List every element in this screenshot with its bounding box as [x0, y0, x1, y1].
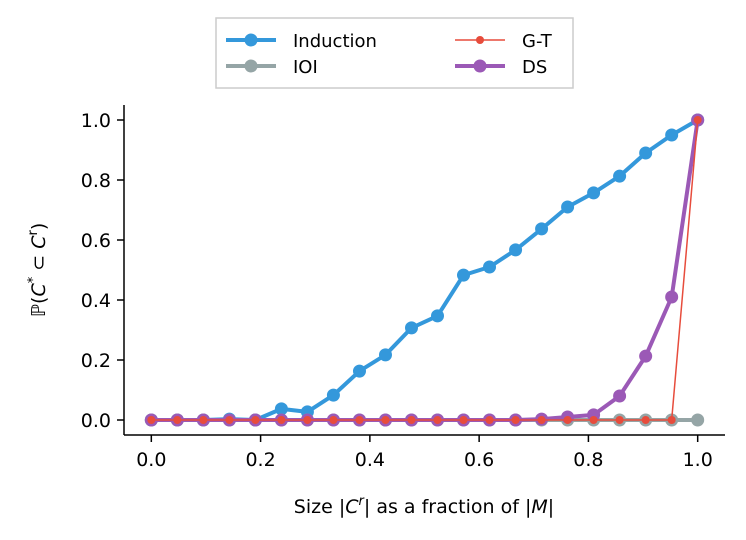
data-point-gt	[225, 416, 234, 424]
data-point-gt	[329, 416, 338, 424]
data-point-gt	[667, 416, 676, 424]
legend-label-ds: DS	[522, 57, 547, 78]
y-axis-label: ℙ(C* ⊂ Cr)	[26, 223, 50, 318]
data-point-induction	[457, 268, 471, 282]
series-gt	[147, 116, 702, 424]
data-point-induction	[587, 186, 601, 200]
legend-marker-ioi	[244, 59, 258, 73]
data-point-gt	[563, 416, 572, 424]
data-point-gt	[277, 416, 286, 424]
data-point-ds	[613, 389, 627, 403]
legend-entry-gt: G-T	[455, 31, 553, 52]
data-point-induction	[639, 146, 653, 160]
legend-label-ioi: IOI	[293, 57, 318, 78]
data-point-gt	[147, 416, 156, 424]
data-point-gt	[433, 416, 442, 424]
data-point-induction	[326, 388, 340, 402]
series-ds	[144, 113, 705, 427]
data-point-gt	[615, 416, 624, 424]
legend-marker-gt	[476, 36, 484, 44]
data-point-induction	[404, 321, 418, 335]
data-point-induction	[378, 348, 392, 362]
data-point-gt	[303, 416, 312, 424]
data-point-induction	[431, 309, 445, 323]
data-point-induction	[561, 200, 575, 214]
legend-entry-ds: DS	[455, 57, 547, 78]
series-line-induction	[151, 118, 699, 422]
data-point-induction	[274, 402, 288, 416]
y-tick-label: 0.8	[81, 170, 111, 192]
series-line-gt	[151, 119, 699, 421]
data-point-induction	[613, 169, 627, 183]
data-point-gt	[355, 416, 364, 424]
legend: Induction IOI G-T DS	[215, 17, 574, 89]
series-induction	[144, 113, 705, 427]
data-point-induction	[535, 222, 549, 236]
y-tick-label: 1.0	[81, 110, 111, 132]
data-point-gt	[407, 416, 416, 424]
data-point-induction	[483, 260, 497, 274]
x-tick-label: 0.6	[464, 449, 494, 471]
y-tick-label: 0.6	[81, 230, 111, 252]
x-tick-label: 1.0	[683, 449, 713, 471]
x-tick-label: 0.8	[573, 449, 603, 471]
x-ticks: 0.0 0.2 0.4 0.6 0.8 1.0	[136, 435, 713, 471]
series-line-ds	[151, 119, 700, 422]
data-point-gt	[641, 416, 650, 424]
data-point-gt	[173, 416, 182, 424]
data-point-gt	[199, 416, 208, 424]
data-point-induction	[665, 128, 679, 142]
legend-frame	[215, 17, 574, 89]
plot-area	[144, 113, 705, 427]
y-tick-label: 0.4	[81, 290, 111, 312]
x-tick-label: 0.0	[136, 449, 166, 471]
data-point-induction	[509, 243, 523, 257]
data-point-ds	[639, 349, 653, 363]
data-point-gt	[459, 416, 468, 424]
x-tick-label: 0.2	[245, 449, 275, 471]
x-tick-label: 0.4	[355, 449, 385, 471]
data-point-gt	[251, 416, 260, 424]
data-point-gt	[537, 416, 546, 424]
y-ticks: 0.0 0.2 0.4 0.6 0.8 1.0	[81, 110, 124, 432]
data-point-gt	[485, 416, 494, 424]
legend-entry-ioi: IOI	[226, 57, 318, 78]
data-point-gt	[589, 416, 598, 424]
data-point-gt	[511, 416, 520, 424]
x-axis-label: Size |Cr| as a fraction of |M|	[294, 494, 554, 518]
data-point-ioi	[691, 413, 705, 427]
data-point-induction	[352, 364, 366, 378]
data-point-gt	[381, 416, 390, 424]
y-tick-label: 0.2	[81, 350, 111, 372]
legend-entry-induction: Induction	[226, 31, 377, 52]
data-point-gt	[693, 116, 702, 124]
legend-marker-induction	[244, 33, 258, 47]
data-point-ds	[665, 290, 679, 304]
legend-label-induction: Induction	[293, 31, 377, 52]
legend-marker-ds	[473, 59, 487, 73]
y-tick-label: 0.0	[81, 410, 111, 432]
legend-label-gt: G-T	[522, 31, 553, 52]
